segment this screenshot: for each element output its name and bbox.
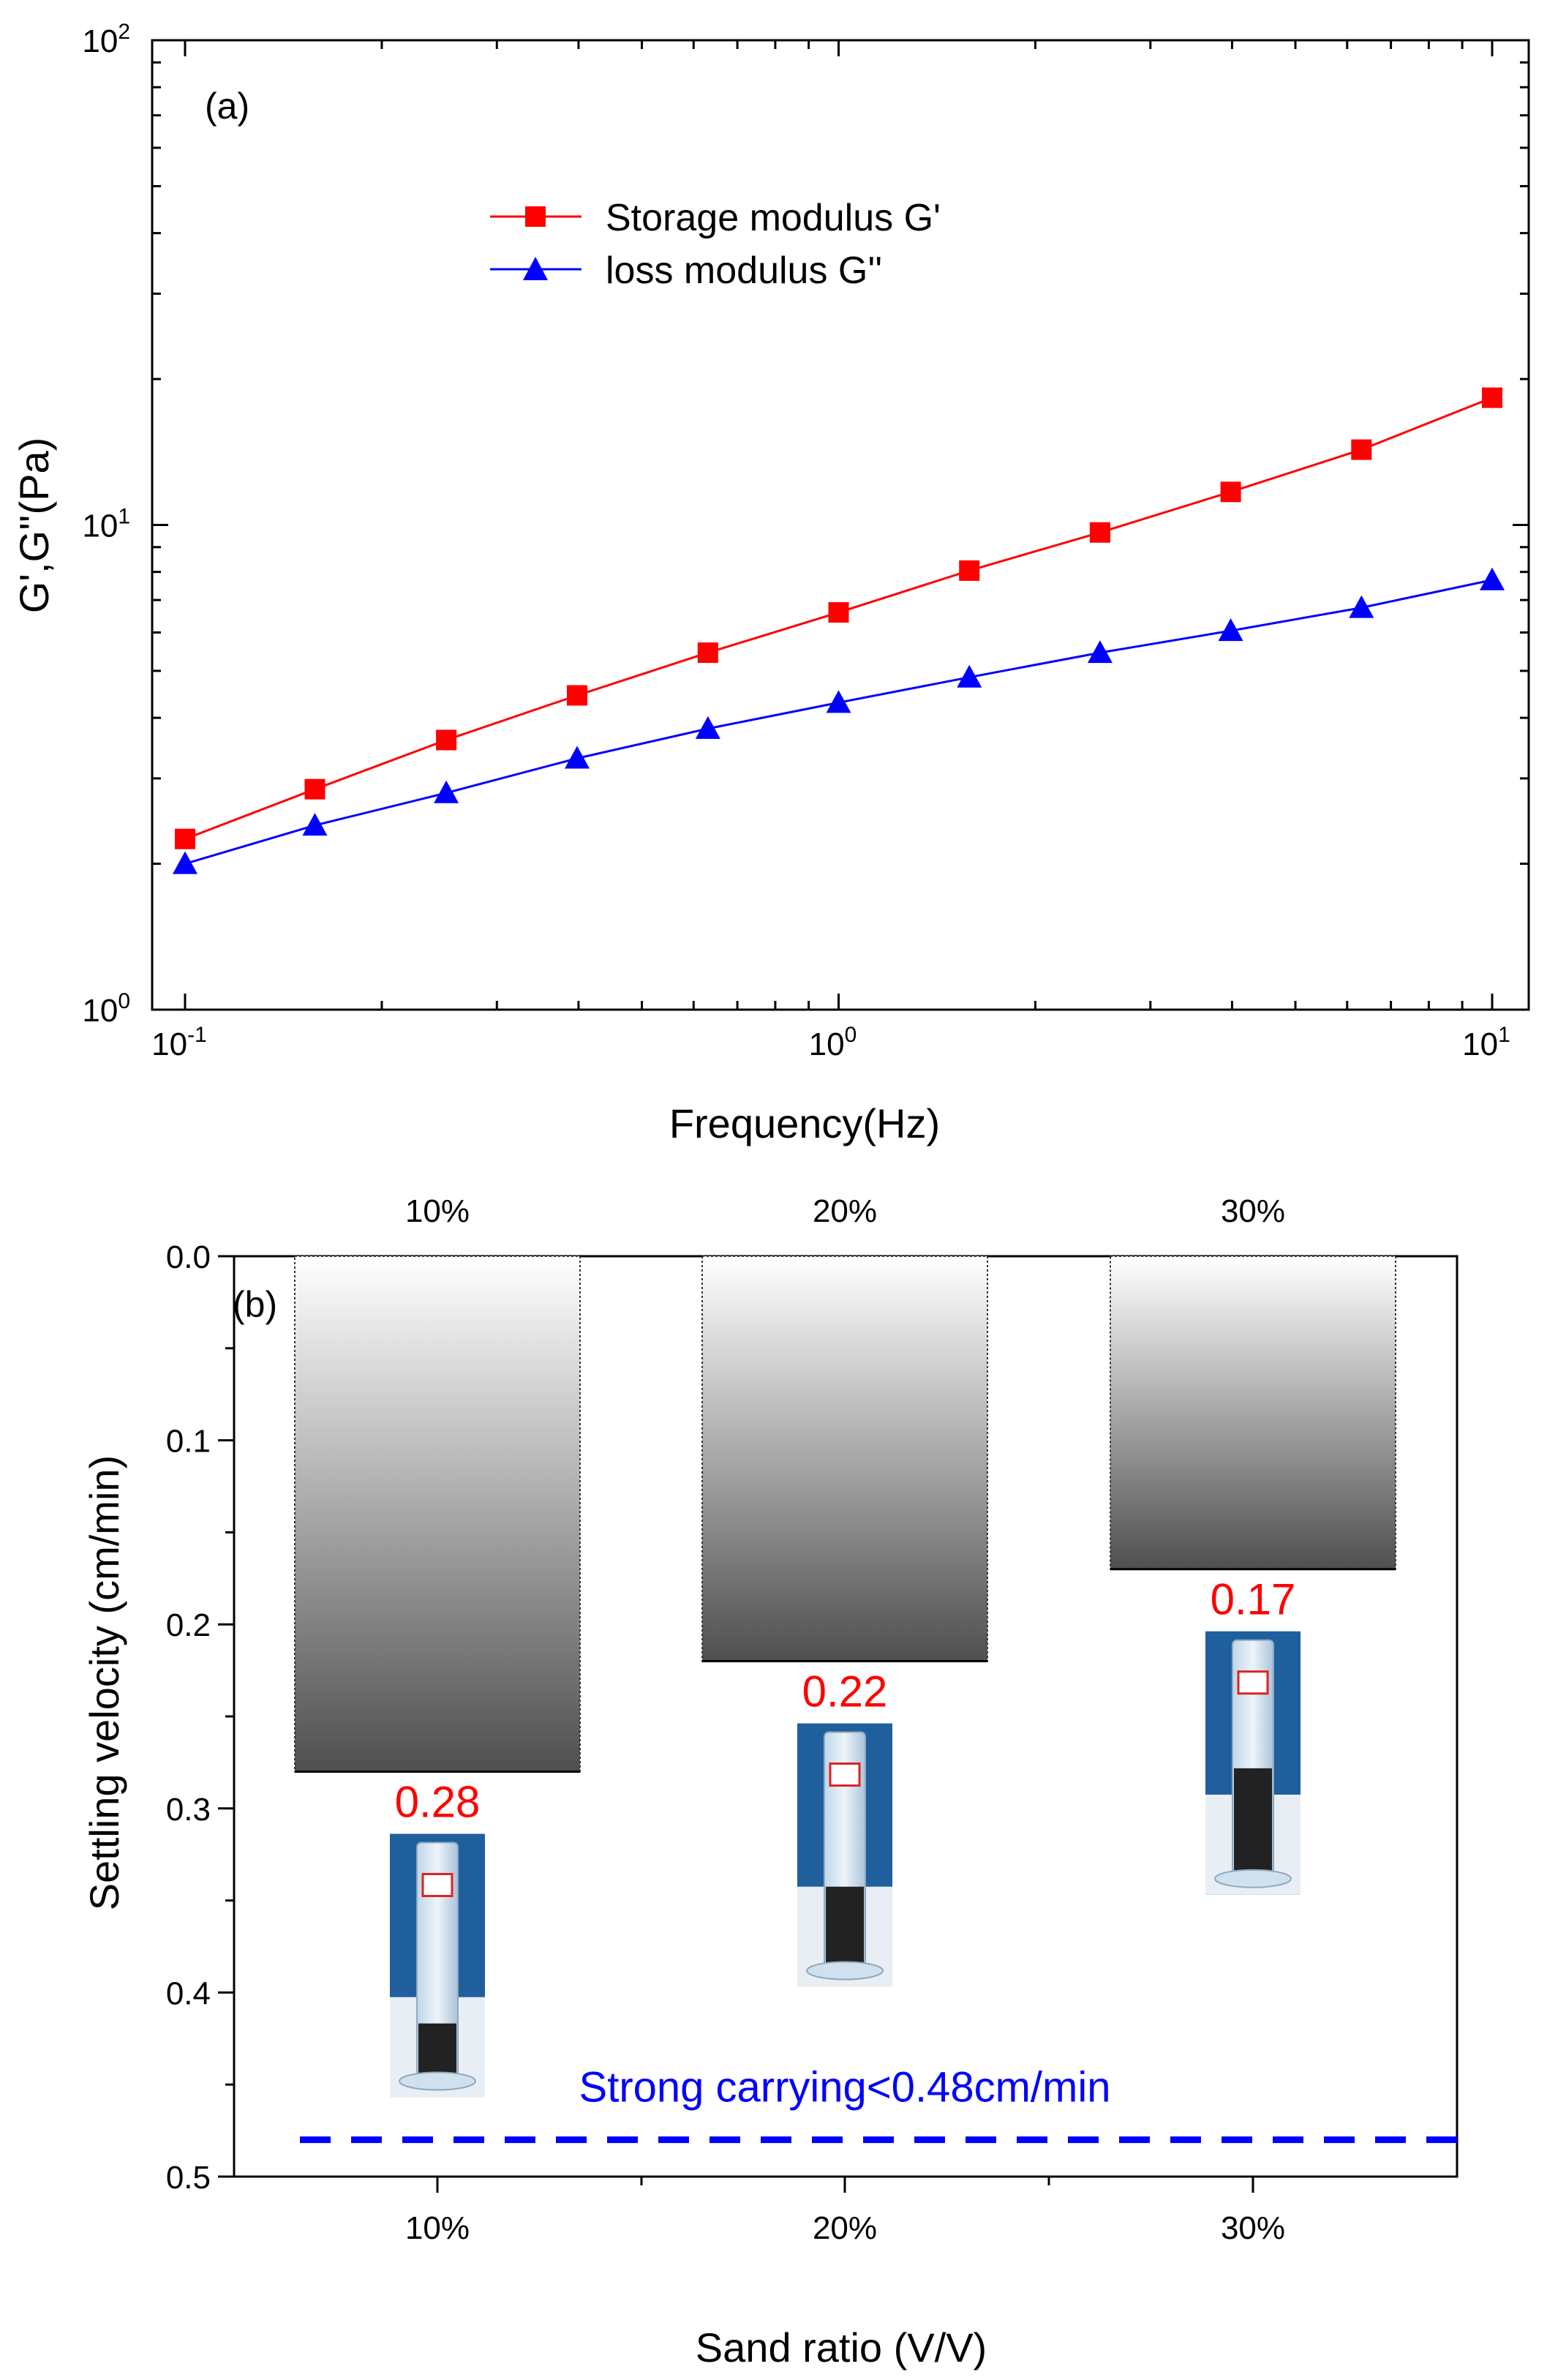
cylinder-label-icon bbox=[829, 1763, 861, 1787]
y-tick-label: 0.1 bbox=[166, 1424, 211, 1460]
y-tick-label: 101 bbox=[82, 505, 130, 544]
panel-b-x-axis-title: Sand ratio (V/V) bbox=[696, 2324, 987, 2370]
cylinder-base bbox=[399, 2071, 476, 2091]
y-tick-label: 0.5 bbox=[166, 2160, 211, 2196]
y-tick-label: 102 bbox=[82, 20, 130, 59]
top-category-label: 10% bbox=[405, 1193, 470, 1229]
bar-value-label: 0.17 bbox=[1211, 1575, 1296, 1624]
x-tick-label: 101 bbox=[1462, 1023, 1510, 1062]
legend-marker-square-icon bbox=[525, 206, 546, 227]
panel-b-tick-labels: 10% 10% 20% 20% 30% 30% 0.0 0.1 0.2 0.3 0.4 0.5 bbox=[166, 1193, 1285, 2246]
bar-value-label: 0.28 bbox=[395, 1777, 481, 1826]
panel-a-y-axis-title: G',G''(Pa) bbox=[11, 438, 57, 614]
loss-point bbox=[1087, 640, 1113, 664]
storage-point bbox=[697, 642, 718, 664]
loss-point bbox=[1480, 567, 1505, 590]
cylinder-base bbox=[1214, 1869, 1292, 1888]
y-tick-label: 0.3 bbox=[166, 1792, 211, 1828]
loss-point bbox=[695, 716, 720, 739]
panel-a-tag: (a) bbox=[205, 86, 249, 127]
storage-point bbox=[1351, 439, 1372, 460]
cylinder-label-icon bbox=[421, 1872, 453, 1897]
storage-point bbox=[304, 778, 325, 800]
top-category-label: 30% bbox=[1221, 1193, 1285, 1229]
panel-b-bar-chart: 10% 10% 20% 20% 30% 30% 0.0 0.1 0.2 0.3 0.4 0.5 0.2… bbox=[81, 1193, 1458, 2370]
loss-point bbox=[957, 664, 982, 688]
x-category-label: 20% bbox=[813, 2210, 877, 2246]
y-tick-label: 0.2 bbox=[166, 1607, 211, 1643]
panel-a-legend: Storage modulus G' loss modulus G'' bbox=[490, 197, 941, 292]
threshold-label: Strong carrying<0.48cm/min bbox=[579, 2064, 1111, 2111]
y-tick-label: 0.0 bbox=[166, 1239, 211, 1275]
storage-point bbox=[959, 560, 980, 581]
legend-marker-triangle-icon bbox=[523, 257, 548, 280]
panel-a-line-chart: 10-1 100 101 100 101 102 (a) Storage modulus … bbox=[11, 20, 1530, 1146]
settling-bar bbox=[701, 1255, 988, 1662]
legend-label-storage: Storage modulus G' bbox=[606, 197, 941, 239]
panel-b-value-labels: 0.28 0.22 0.17 bbox=[395, 1575, 1296, 1827]
y-tick-label: 0.4 bbox=[166, 1975, 211, 2011]
x-category-label: 30% bbox=[1221, 2210, 1285, 2246]
storage-point bbox=[566, 685, 587, 706]
loss-point bbox=[302, 813, 328, 836]
panel-a-tick-labels: 10-1 100 101 100 101 102 bbox=[82, 20, 1510, 1062]
y-tick-label: 100 bbox=[82, 989, 130, 1029]
panel-a-x-axis-title: Frequency(Hz) bbox=[669, 1100, 940, 1146]
storage-point bbox=[1482, 387, 1502, 408]
x-tick-label: 100 bbox=[809, 1023, 857, 1062]
storage-point bbox=[1089, 522, 1110, 543]
legend-label-loss: loss modulus G'' bbox=[606, 249, 882, 292]
storage-point bbox=[436, 729, 457, 751]
loss-point bbox=[564, 746, 590, 769]
x-tick-label: 10-1 bbox=[151, 1023, 207, 1062]
loss-point bbox=[434, 780, 459, 803]
storage-point bbox=[828, 602, 849, 623]
graduated-cylinder-photo bbox=[1205, 1631, 1301, 1895]
cylinder-label-icon bbox=[1237, 1670, 1269, 1695]
panel-a-series-lines bbox=[184, 397, 1493, 866]
loss-point bbox=[173, 851, 197, 874]
storage-point bbox=[1220, 481, 1241, 503]
panel-b-threshold: Strong carrying<0.48cm/min bbox=[300, 2064, 1457, 2144]
settling-bar bbox=[294, 1255, 581, 1773]
settling-bar bbox=[1110, 1255, 1396, 1570]
panel-a-ticks bbox=[152, 39, 1529, 1011]
panel-b-tag: (b) bbox=[233, 1284, 277, 1325]
loss-point bbox=[1218, 618, 1243, 642]
settled-sand bbox=[1234, 1768, 1272, 1874]
panel-b-bars bbox=[294, 1255, 1396, 1773]
bar-value-label: 0.22 bbox=[802, 1667, 888, 1716]
settled-sand bbox=[418, 2023, 456, 2076]
panel-b-ticks bbox=[218, 1255, 1254, 2193]
storage-point bbox=[175, 828, 195, 849]
x-category-label: 10% bbox=[405, 2210, 470, 2246]
graduated-cylinder-photo bbox=[390, 1833, 485, 2098]
settled-sand bbox=[826, 1886, 864, 1966]
cylinder-base bbox=[806, 1961, 884, 1981]
loss-point bbox=[826, 690, 851, 713]
loss-point bbox=[1349, 595, 1374, 618]
panel-b-cylinder-photos bbox=[390, 1631, 1301, 2098]
panel-a-frame bbox=[151, 39, 1530, 1011]
panel-a-series-markers bbox=[173, 387, 1505, 874]
panel-b-y-axis-title: Settling velocity (cm/min) bbox=[81, 1455, 127, 1910]
graduated-cylinder-photo bbox=[797, 1723, 892, 1987]
top-category-label: 20% bbox=[813, 1193, 877, 1229]
